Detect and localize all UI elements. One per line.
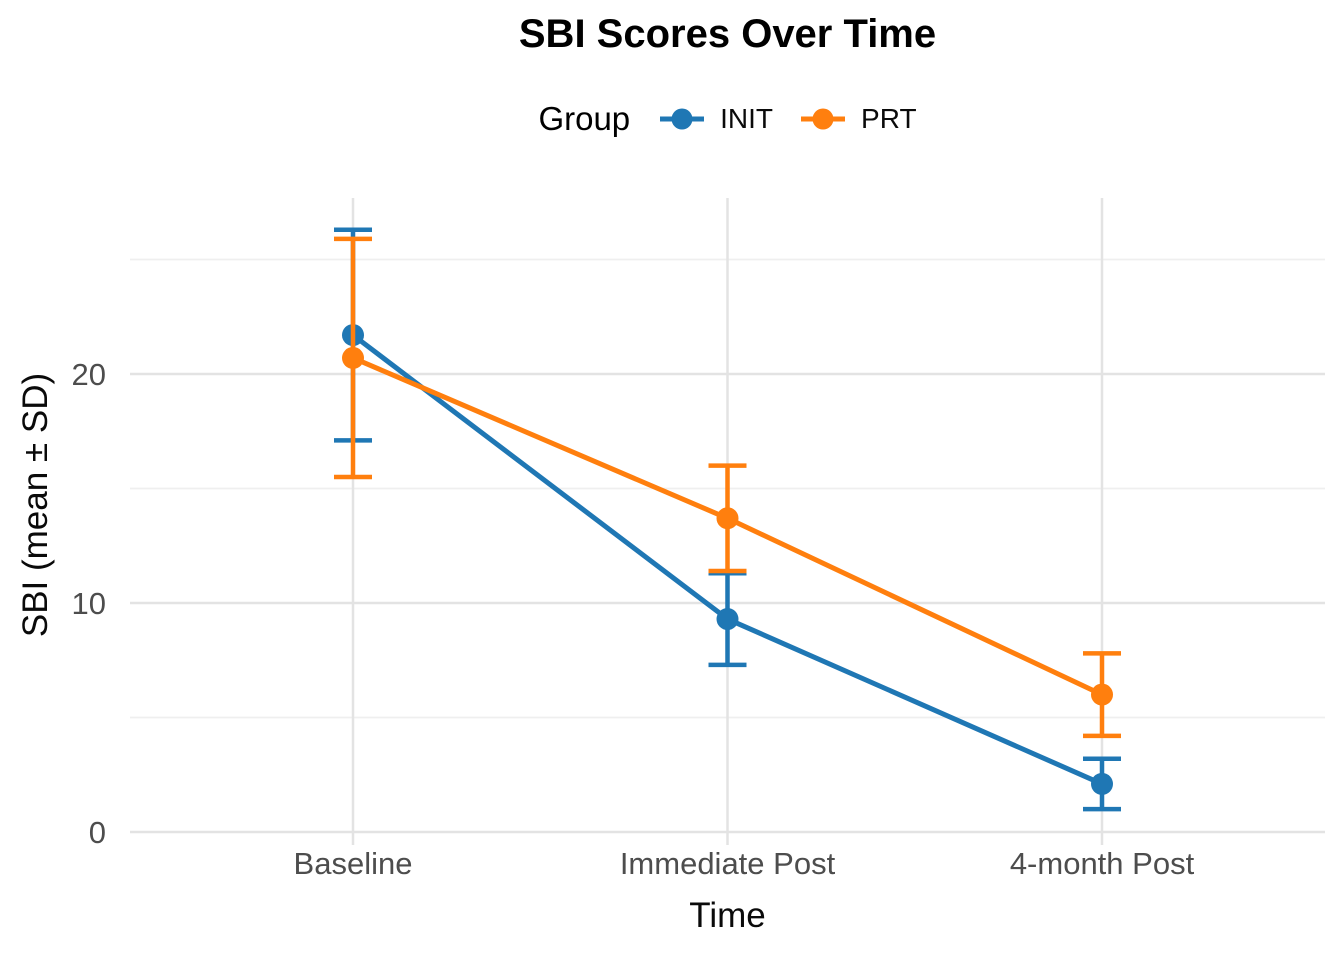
x-tick-label: Baseline bbox=[294, 846, 413, 881]
x-axis-title: Time bbox=[689, 896, 766, 935]
data-point bbox=[716, 608, 739, 631]
data-point bbox=[1091, 772, 1113, 795]
series-prt bbox=[334, 236, 1121, 739]
legend-label-init: INIT bbox=[720, 103, 774, 134]
legend-title: Group bbox=[538, 100, 631, 137]
data-point bbox=[1091, 683, 1113, 706]
data-point bbox=[716, 507, 739, 530]
chart-title: SBI Scores Over Time bbox=[518, 12, 937, 56]
legend: Group INIT PRT bbox=[130, 100, 1325, 138]
prt-line-point-key-icon bbox=[801, 108, 846, 130]
x-tick-label: 4-month Post bbox=[1010, 846, 1195, 881]
y-tick-labels: 0 10 20 bbox=[72, 357, 106, 850]
legend-label-prt: PRT bbox=[861, 103, 917, 134]
y-tick-label: 20 bbox=[72, 357, 106, 392]
y-tick-label: 10 bbox=[72, 586, 106, 621]
legend-item-prt: PRT bbox=[799, 103, 917, 135]
x-tick-label: Immediate Post bbox=[620, 846, 836, 881]
data-point bbox=[342, 346, 364, 369]
y-tick-label: 0 bbox=[89, 815, 106, 850]
x-tick-labels: Baseline Immediate Post 4-month Post bbox=[294, 846, 1195, 881]
legend-item-init: INIT bbox=[658, 103, 773, 135]
init-line-point-key-icon bbox=[660, 108, 705, 130]
